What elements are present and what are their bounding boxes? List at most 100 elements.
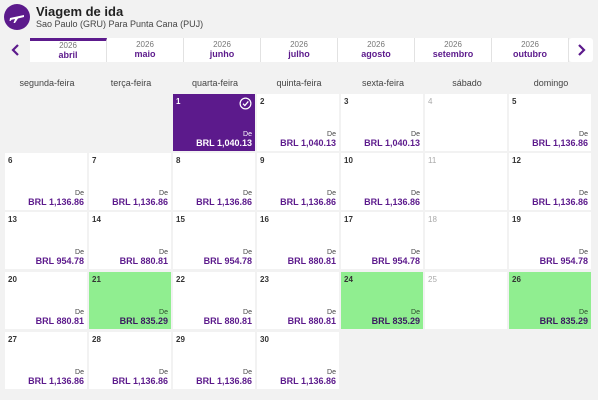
day-cell-17[interactable]: 17 De BRL 954.78 xyxy=(341,212,423,269)
day-cell-27[interactable]: 27 De BRL 1,136.86 xyxy=(5,332,87,389)
weekday-label: quinta-feira xyxy=(276,78,322,88)
month-tab-label: maio xyxy=(134,49,156,59)
day-cell-20[interactable]: 20 De BRL 880.81 xyxy=(5,272,87,329)
day-number: 21 xyxy=(92,275,101,284)
month-tab-label: setembro xyxy=(432,49,474,59)
day-price: BRL 1,136.86 xyxy=(112,197,168,207)
month-tab-agosto[interactable]: 2026 agosto xyxy=(338,38,415,62)
month-tab-year: 2026 xyxy=(290,40,308,49)
price-prefix: De xyxy=(327,190,336,197)
day-cell-15[interactable]: 15 De BRL 954.78 xyxy=(173,212,255,269)
day-number: 11 xyxy=(428,156,437,165)
day-cell-28[interactable]: 28 De BRL 1,136.86 xyxy=(89,332,171,389)
month-tab-outubro[interactable]: 2026 outubro xyxy=(492,38,569,62)
price-prefix: De xyxy=(243,369,252,376)
weekday-header: segunda-feira terça-feira quarta-feira quin… xyxy=(0,78,598,90)
month-tab-label: agosto xyxy=(361,49,391,59)
price-prefix: De xyxy=(327,131,336,138)
month-tab-junho[interactable]: 2026 junho xyxy=(184,38,261,62)
day-cell-2[interactable]: 2 De BRL 1,040.13 xyxy=(257,94,339,151)
day-price: BRL 1,040.13 xyxy=(364,138,420,148)
day-number: 7 xyxy=(92,156,97,165)
price-prefix: De xyxy=(411,249,420,256)
price-prefix: De xyxy=(411,131,420,138)
price-prefix: De xyxy=(243,309,252,316)
day-cell-5[interactable]: 5 De BRL 1,136.86 xyxy=(509,94,591,151)
day-cell-26[interactable]: 26 De BRL 835.29 xyxy=(509,272,591,329)
weekday-label: segunda-feira xyxy=(19,78,75,88)
chevron-left-icon[interactable] xyxy=(4,38,28,62)
price-prefix: De xyxy=(411,309,420,316)
day-number: 2 xyxy=(260,97,265,106)
day-price: BRL 835.29 xyxy=(119,316,168,326)
weekday-label: quarta-feira xyxy=(191,78,239,88)
price-prefix: De xyxy=(159,309,168,316)
day-number: 25 xyxy=(428,275,437,284)
day-cell-1[interactable]: 1 De BRL 1,040.13 xyxy=(173,94,255,151)
day-number: 5 xyxy=(512,97,517,106)
price-prefix: De xyxy=(243,190,252,197)
day-cell-10[interactable]: 10 De BRL 1,136.86 xyxy=(341,153,423,210)
day-cell-16[interactable]: 16 De BRL 880.81 xyxy=(257,212,339,269)
day-price: BRL 880.81 xyxy=(287,256,336,266)
price-prefix: De xyxy=(579,309,588,316)
day-cell-14[interactable]: 14 De BRL 880.81 xyxy=(89,212,171,269)
month-tab-year: 2026 xyxy=(521,40,539,49)
day-number: 12 xyxy=(512,156,521,165)
day-price: BRL 1,136.86 xyxy=(280,376,336,386)
month-tab-abril[interactable]: 2026 abril xyxy=(30,38,107,62)
day-price: BRL 1,136.86 xyxy=(532,138,588,148)
month-tab-setembro[interactable]: 2026 setembro xyxy=(415,38,492,62)
day-cell-24[interactable]: 24 De BRL 835.29 xyxy=(341,272,423,329)
day-price: BRL 880.81 xyxy=(119,256,168,266)
day-number: 13 xyxy=(8,215,17,224)
month-tab-label: julho xyxy=(288,49,310,59)
day-number: 23 xyxy=(260,275,269,284)
month-tab-label: outubro xyxy=(513,49,547,59)
day-cell-9[interactable]: 9 De BRL 1,136.86 xyxy=(257,153,339,210)
price-prefix: De xyxy=(75,249,84,256)
day-number: 17 xyxy=(344,215,353,224)
month-tab-year: 2026 xyxy=(444,40,462,49)
day-price: BRL 1,136.86 xyxy=(28,197,84,207)
day-cell-19[interactable]: 19 De BRL 954.78 xyxy=(509,212,591,269)
day-price: BRL 880.81 xyxy=(287,316,336,326)
day-cell-21[interactable]: 21 De BRL 835.29 xyxy=(89,272,171,329)
day-cell-6[interactable]: 6 De BRL 1,136.86 xyxy=(5,153,87,210)
day-number: 22 xyxy=(176,275,185,284)
price-prefix: De xyxy=(243,131,252,138)
price-prefix: De xyxy=(327,369,336,376)
price-prefix: De xyxy=(75,369,84,376)
day-number: 3 xyxy=(344,97,349,106)
day-number: 20 xyxy=(8,275,17,284)
day-number: 28 xyxy=(92,335,101,344)
day-number: 18 xyxy=(428,215,437,224)
day-price: BRL 1,136.86 xyxy=(364,197,420,207)
price-prefix: De xyxy=(159,249,168,256)
price-prefix: De xyxy=(327,309,336,316)
day-cell-25: 25 xyxy=(425,272,507,329)
price-prefix: De xyxy=(75,309,84,316)
plane-icon xyxy=(4,4,30,30)
day-cell-8[interactable]: 8 De BRL 1,136.86 xyxy=(173,153,255,210)
month-tab-julho[interactable]: 2026 julho xyxy=(261,38,338,62)
day-cell-23[interactable]: 23 De BRL 880.81 xyxy=(257,272,339,329)
weekday-label: domingo xyxy=(533,78,569,88)
day-number: 29 xyxy=(176,335,185,344)
day-number: 27 xyxy=(8,335,17,344)
day-price: BRL 1,040.13 xyxy=(280,138,336,148)
day-cell-7[interactable]: 7 De BRL 1,136.86 xyxy=(89,153,171,210)
day-number: 19 xyxy=(512,215,521,224)
day-cell-12[interactable]: 12 De BRL 1,136.86 xyxy=(509,153,591,210)
day-cell-22[interactable]: 22 De BRL 880.81 xyxy=(173,272,255,329)
month-tab-maio[interactable]: 2026 maio xyxy=(107,38,184,62)
day-cell-3[interactable]: 3 De BRL 1,040.13 xyxy=(341,94,423,151)
price-prefix: De xyxy=(159,369,168,376)
day-number: 4 xyxy=(428,97,433,106)
day-cell-30[interactable]: 30 De BRL 1,136.86 xyxy=(257,332,339,389)
weekday-label: sábado xyxy=(452,78,482,88)
price-prefix: De xyxy=(159,190,168,197)
day-cell-13[interactable]: 13 De BRL 954.78 xyxy=(5,212,87,269)
chevron-right-icon[interactable] xyxy=(569,38,593,62)
day-cell-29[interactable]: 29 De BRL 1,136.86 xyxy=(173,332,255,389)
